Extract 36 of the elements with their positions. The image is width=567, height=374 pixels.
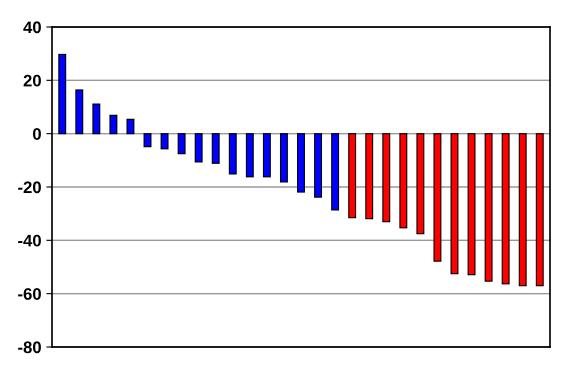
bar [468, 133, 476, 276]
bar [58, 54, 66, 134]
bar [399, 133, 408, 228]
bar [75, 89, 84, 134]
bar [109, 114, 118, 134]
bar [246, 133, 254, 178]
bar [212, 133, 220, 164]
bar [126, 118, 134, 134]
y-tick-label: -40 [18, 234, 41, 247]
bar [280, 133, 288, 182]
bar [536, 133, 544, 286]
bar [92, 104, 100, 134]
bar [262, 133, 271, 178]
bar [365, 133, 374, 220]
bar [228, 133, 237, 174]
bar [484, 133, 493, 282]
y-tick-label: -80 [18, 341, 41, 354]
bar [331, 133, 340, 210]
y-tick-label: 0 [32, 128, 41, 140]
bar [433, 133, 442, 262]
bar [416, 133, 424, 234]
bar [450, 133, 458, 274]
bar [382, 133, 390, 222]
bar [160, 133, 169, 150]
bar [144, 133, 152, 148]
bar [297, 133, 305, 193]
y-tick-label: 20 [24, 74, 41, 87]
bar [348, 133, 356, 218]
bar [194, 133, 203, 162]
y-tick-label: 40 [23, 21, 41, 34]
y-tick-label: -60 [18, 288, 41, 300]
bar [178, 133, 186, 154]
bar [314, 133, 322, 198]
bar [518, 133, 527, 286]
y-tick-label: -20 [18, 181, 41, 194]
bar [502, 133, 510, 284]
